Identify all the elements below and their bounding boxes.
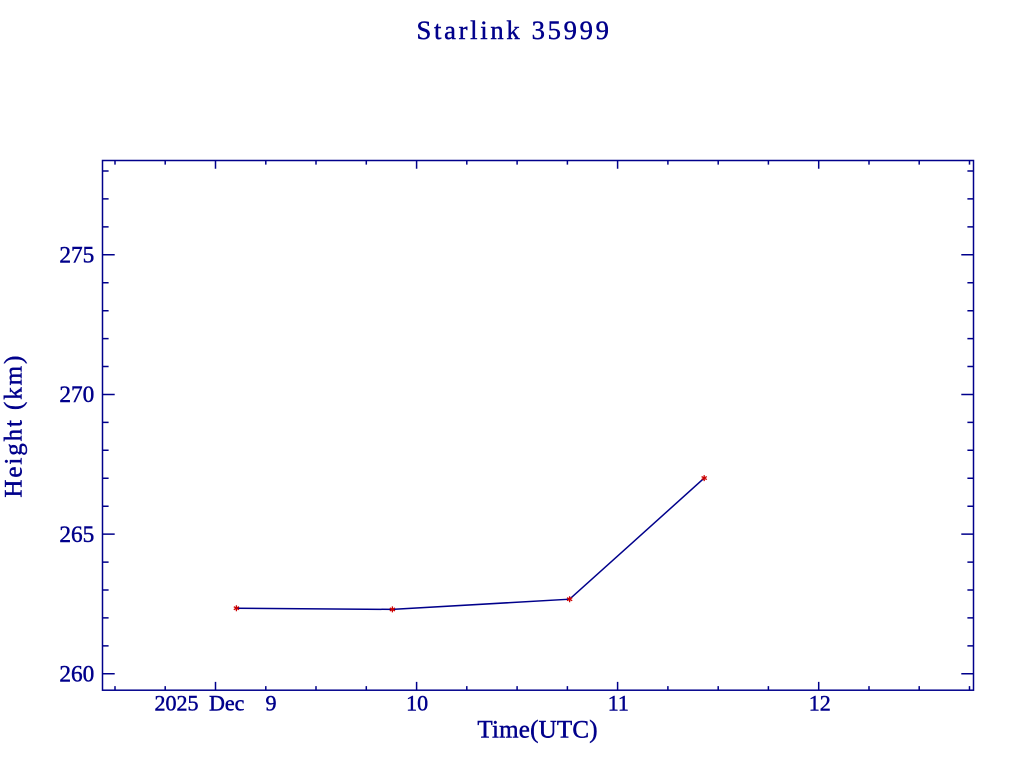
svg-text:11: 11 — [608, 691, 629, 716]
svg-text:12: 12 — [809, 691, 831, 716]
svg-text:2025 Dec 9: 2025 Dec 9 — [155, 691, 277, 716]
svg-text:10: 10 — [406, 691, 428, 716]
svg-text:260: 260 — [59, 662, 94, 688]
svg-text:Time(UTC): Time(UTC) — [477, 717, 597, 744]
svg-text:Height (km): Height (km) — [0, 354, 27, 498]
svg-text:275: 275 — [59, 243, 94, 269]
svg-text:265: 265 — [59, 522, 94, 548]
svg-text:Starlink 35999: Starlink 35999 — [417, 15, 612, 45]
svg-text:270: 270 — [59, 382, 94, 408]
